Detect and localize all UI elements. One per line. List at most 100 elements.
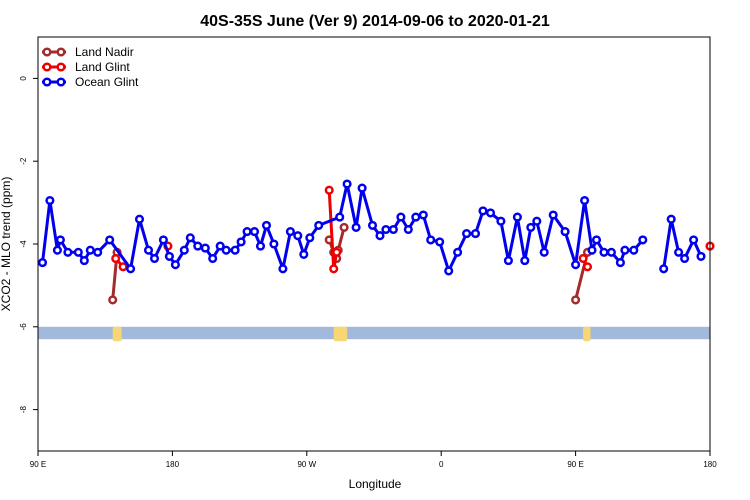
ocean-glint-point [342, 179, 352, 189]
ocean-glint-point [179, 245, 189, 255]
land-glint-line [327, 190, 339, 271]
chart-title: 40S-35S June (Ver 9) 2014-09-06 to 2020-… [200, 13, 550, 30]
legend-ocean-glint-marker [56, 77, 66, 87]
ocean-glint-point [351, 222, 361, 232]
ocean-glint-point [591, 235, 602, 245]
ocean-glint-point [418, 210, 428, 220]
ocean-band [38, 326, 710, 340]
ocean-glint-point [221, 245, 231, 255]
ocean-glint-point [105, 235, 115, 245]
ocean-glint-point [158, 235, 168, 245]
ocean-glint-point [285, 227, 295, 237]
ocean-glint-point [261, 220, 272, 230]
x-tick-label: 90 E [567, 460, 583, 469]
ocean-glint-point [236, 237, 246, 247]
ocean-glint-point [357, 183, 367, 193]
ocean-glint-point [620, 245, 630, 255]
ocean-glint-point [659, 264, 669, 274]
ocean-glint-line [41, 182, 644, 273]
ocean-glint-point [696, 251, 706, 261]
ocean-glint-point [580, 195, 590, 206]
x-tick-label: 90 E [30, 460, 46, 469]
ocean-glint-point [512, 212, 522, 222]
y-tick-label: 0 [19, 76, 28, 81]
land-glint-point [329, 264, 339, 274]
ocean-glint-point [606, 247, 616, 257]
ocean-glint-point [335, 212, 345, 222]
ocean-glint-point [134, 214, 145, 224]
ocean-glint-point [170, 260, 180, 270]
ocean-glint-point [496, 216, 506, 226]
ocean-glint-point [185, 233, 195, 243]
ocean-glint-point [149, 253, 160, 264]
tick-layer: 90 E 180 90 W 0 90 E 180 0 -2 -4 -6 -8 [19, 76, 717, 469]
ocean-glint-point [85, 245, 95, 255]
ocean-glint-point [164, 251, 174, 261]
ocean-glint-point [45, 195, 55, 206]
ocean-glint-point [674, 247, 684, 257]
ocean-glint-point [520, 256, 530, 266]
legend-land-glint-marker [56, 62, 66, 72]
land-patch [583, 326, 591, 342]
ocean-band-layer [38, 326, 710, 342]
ocean-glint-point [426, 235, 436, 245]
ocean-glint-point [526, 222, 536, 232]
ocean-glint-point [388, 224, 398, 235]
ocean-glint-point [73, 247, 83, 257]
ocean-glint-point [255, 241, 266, 251]
ocean-glint-point [599, 247, 609, 257]
land-glint-point [324, 185, 334, 195]
land-patch [112, 326, 122, 342]
legend-land-nadir-marker [42, 47, 52, 57]
legend-land-glint-marker [42, 62, 52, 72]
ocean-glint-point [55, 235, 65, 245]
ocean-glint-point [37, 258, 48, 268]
ocean-glint-point [638, 235, 648, 245]
ocean-glint-point [126, 264, 136, 274]
ocean-glint-point [396, 212, 406, 222]
ocean-glint-point [411, 212, 421, 222]
ocean-glint-point [381, 224, 391, 235]
land-glint-point [582, 262, 593, 272]
ocean-glint-point [299, 249, 309, 259]
ocean-glint-point [560, 227, 570, 237]
x-tick-label: 180 [703, 460, 717, 469]
ocean-glint-point [435, 237, 445, 247]
ocean-glint-point [293, 231, 303, 241]
ocean-glint-point [79, 256, 89, 266]
ocean-glint-point [403, 224, 413, 235]
y-tick-label: -6 [19, 323, 28, 331]
ocean-glint-point [93, 247, 103, 257]
ocean-glint-point [680, 253, 690, 264]
y-tick-label: -8 [19, 405, 28, 413]
ocean-glint-point [215, 241, 225, 251]
x-axis-label: Longitude [349, 477, 402, 491]
ocean-glint-point [444, 266, 454, 276]
ocean-glint-point [269, 239, 279, 249]
ocean-glint-point [462, 229, 472, 239]
ocean-glint-point [571, 260, 581, 270]
y-tick-label: -4 [19, 240, 28, 248]
y-tick-label: -2 [19, 157, 28, 165]
ocean-glint-point [278, 264, 288, 274]
legend-ocean-glint-label: Ocean Glint [75, 75, 139, 89]
x-tick-label: 0 [439, 460, 444, 469]
legend-ocean-glint-marker [42, 77, 52, 87]
ocean-glint-point [587, 245, 597, 255]
ocean-glint-point [478, 206, 488, 216]
legend-land-glint-label: Land Glint [75, 60, 130, 74]
ocean-glint-point [314, 220, 324, 230]
ocean-glint-point [666, 214, 676, 224]
land-glint-point [118, 262, 128, 272]
ocean-glint-point [615, 258, 625, 268]
legend-land-nadir-marker [56, 47, 66, 57]
ocean-glint-point [230, 245, 240, 255]
ocean-glint-point [143, 245, 154, 255]
ocean-glint-point [485, 208, 496, 218]
ocean-glint-point [242, 227, 252, 237]
land-nadir-point [339, 222, 349, 232]
ocean-glint-point [539, 247, 549, 257]
series-layer [37, 179, 715, 305]
ocean-glint-point [52, 245, 62, 255]
